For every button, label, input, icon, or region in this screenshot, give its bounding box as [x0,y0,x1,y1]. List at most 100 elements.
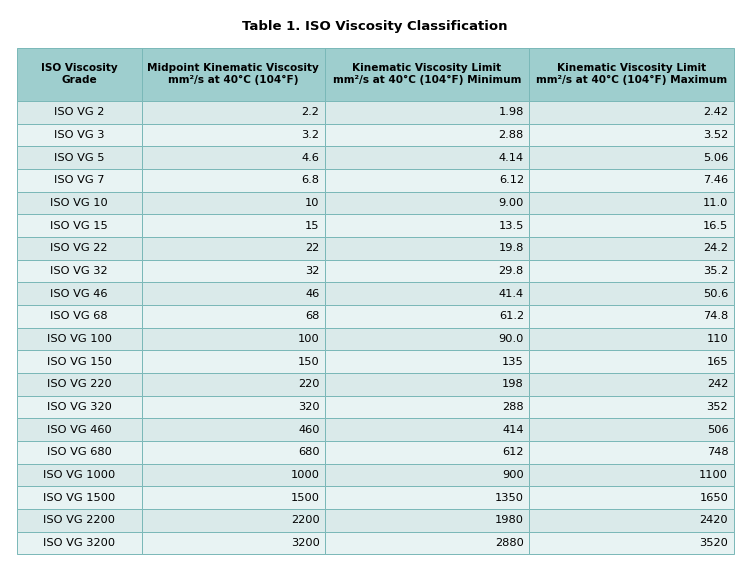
Bar [325,419,530,441]
Text: 61.2: 61.2 [499,311,524,321]
Bar [142,214,325,237]
Text: 165: 165 [706,357,728,366]
Text: 5.06: 5.06 [703,153,728,163]
Bar [142,146,325,169]
Bar [16,260,142,282]
Text: 32: 32 [305,266,320,276]
Text: 1650: 1650 [699,493,728,503]
Text: 7.46: 7.46 [704,175,728,185]
Bar [530,282,734,305]
Text: ISO Viscosity
Grade: ISO Viscosity Grade [40,63,118,85]
Bar [142,441,325,463]
Bar [530,191,734,214]
Bar [530,373,734,396]
Text: ISO VG 3: ISO VG 3 [54,130,104,140]
Bar [142,237,325,260]
Text: 4.14: 4.14 [499,153,524,163]
Bar [530,146,734,169]
Text: 242: 242 [706,379,728,389]
Bar [530,328,734,350]
Text: Kinematic Viscosity Limit
mm²/s at 40°C (104°F) Maximum: Kinematic Viscosity Limit mm²/s at 40°C … [536,63,727,85]
Bar [325,260,530,282]
Bar [16,441,142,463]
Bar [16,350,142,373]
Bar [530,237,734,260]
Bar [142,260,325,282]
Text: 41.4: 41.4 [499,288,524,298]
Text: 1500: 1500 [290,493,320,503]
Text: 680: 680 [298,447,320,457]
Text: ISO VG 1500: ISO VG 1500 [43,493,116,503]
Bar [325,463,530,486]
Bar [325,169,530,191]
Bar [16,191,142,214]
Text: ISO VG 5: ISO VG 5 [54,153,104,163]
Bar [142,350,325,373]
Text: 460: 460 [298,425,320,435]
Bar [16,396,142,419]
Text: 50.6: 50.6 [703,288,728,298]
Text: 90.0: 90.0 [499,334,524,344]
Bar [16,101,142,123]
Text: 3200: 3200 [291,538,320,548]
Bar [530,123,734,146]
Bar [16,486,142,509]
Text: 150: 150 [298,357,320,366]
Bar [530,101,734,123]
Text: ISO VG 220: ISO VG 220 [46,379,112,389]
Bar [142,373,325,396]
Text: 74.8: 74.8 [703,311,728,321]
Text: 29.8: 29.8 [499,266,524,276]
Text: 68: 68 [305,311,320,321]
Text: 110: 110 [706,334,728,344]
Bar [530,214,734,237]
Text: 506: 506 [706,425,728,435]
Bar [325,48,530,101]
Text: 135: 135 [503,357,524,366]
Bar [530,441,734,463]
Bar [325,328,530,350]
Bar [16,328,142,350]
Bar [142,191,325,214]
Text: 288: 288 [503,402,524,412]
Text: 1350: 1350 [495,493,524,503]
Text: 22: 22 [305,243,320,253]
Bar [16,146,142,169]
Text: ISO VG 460: ISO VG 460 [46,425,112,435]
Bar [142,486,325,509]
Bar [325,350,530,373]
Bar [142,101,325,123]
Text: 1980: 1980 [495,515,524,525]
Text: 9.00: 9.00 [499,198,524,208]
Bar [530,260,734,282]
Bar [325,486,530,509]
Text: ISO VG 680: ISO VG 680 [46,447,112,457]
Text: ISO VG 150: ISO VG 150 [46,357,112,366]
Text: 900: 900 [503,470,524,480]
Text: 46: 46 [305,288,320,298]
Text: ISO VG 22: ISO VG 22 [50,243,108,253]
Text: ISO VG 46: ISO VG 46 [50,288,108,298]
Text: Table 1. ISO Viscosity Classification: Table 1. ISO Viscosity Classification [242,20,508,33]
Bar [142,509,325,532]
Text: 11.0: 11.0 [703,198,728,208]
Text: ISO VG 7: ISO VG 7 [54,175,104,185]
Bar [325,509,530,532]
Bar [142,123,325,146]
Text: 3.52: 3.52 [703,130,728,140]
Text: 2.2: 2.2 [302,107,320,117]
Bar [325,373,530,396]
Bar [16,282,142,305]
Bar [325,191,530,214]
Bar [325,214,530,237]
Text: 100: 100 [298,334,320,344]
Text: 6.12: 6.12 [499,175,524,185]
Text: 414: 414 [503,425,524,435]
Bar [530,486,734,509]
Text: ISO VG 68: ISO VG 68 [50,311,108,321]
Bar [325,101,530,123]
Bar [530,509,734,532]
Text: Kinematic Viscosity Limit
mm²/s at 40°C (104°F) Minimum: Kinematic Viscosity Limit mm²/s at 40°C … [333,63,521,85]
Bar [325,305,530,328]
Bar [16,463,142,486]
